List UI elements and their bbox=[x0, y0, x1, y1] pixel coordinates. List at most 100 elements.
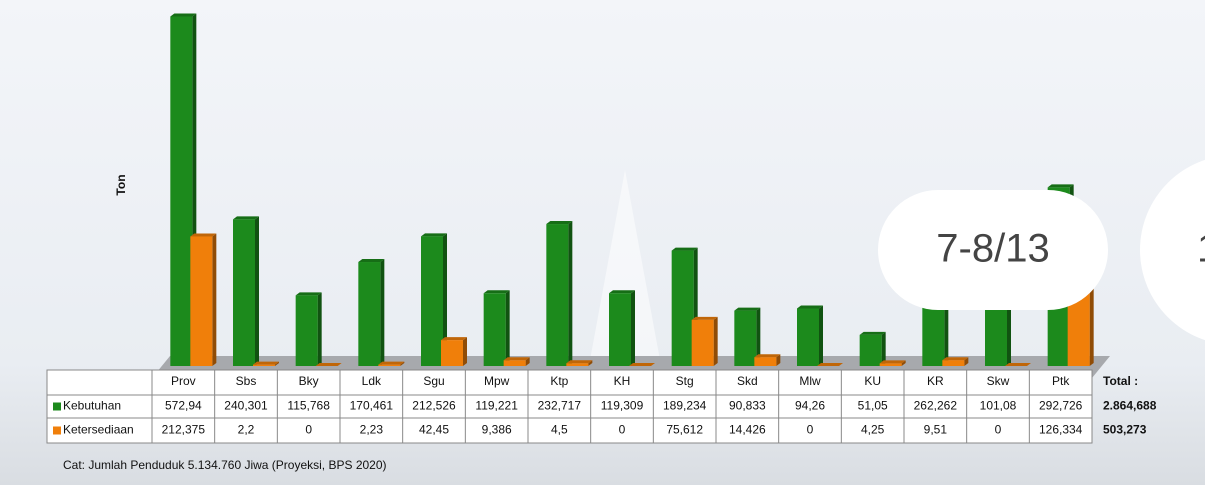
bar-side bbox=[713, 316, 718, 366]
bar-side bbox=[212, 233, 217, 366]
legend-swatch bbox=[53, 426, 61, 435]
bar-side bbox=[1007, 301, 1011, 366]
x-tick-label: Sbs bbox=[236, 374, 257, 388]
bar bbox=[609, 293, 631, 366]
page-indicator: 7-8/13 bbox=[936, 227, 1049, 271]
bar-top bbox=[629, 363, 655, 366]
bar-top bbox=[817, 363, 843, 366]
bar-top bbox=[358, 259, 385, 263]
bar bbox=[546, 224, 569, 366]
data-table bbox=[46, 369, 1093, 444]
value-label: 0 bbox=[807, 423, 814, 437]
bar-top bbox=[295, 292, 322, 296]
bar bbox=[754, 357, 777, 366]
value-label: 0 bbox=[619, 423, 626, 437]
bar-top bbox=[691, 316, 718, 320]
bar bbox=[566, 363, 589, 366]
bar-side bbox=[881, 331, 886, 366]
x-tick-label: Ktp bbox=[550, 374, 568, 388]
bar-top bbox=[1047, 184, 1074, 188]
value-label: 189,234 bbox=[663, 399, 707, 413]
bar bbox=[441, 340, 463, 366]
bar-side bbox=[756, 307, 761, 366]
total-heading: Total : bbox=[1103, 374, 1138, 388]
value-label: 75,612 bbox=[666, 423, 703, 437]
series-total: 503,273 bbox=[1103, 423, 1147, 437]
bar-top bbox=[754, 354, 781, 358]
bar-side bbox=[400, 361, 405, 366]
bar bbox=[985, 304, 1007, 366]
bar-top bbox=[859, 331, 886, 335]
value-label: 292,726 bbox=[1039, 399, 1083, 413]
bar bbox=[170, 16, 193, 367]
bar-top bbox=[671, 247, 698, 251]
bar-top bbox=[942, 357, 969, 361]
bar-side bbox=[525, 357, 530, 366]
value-label: 9,386 bbox=[482, 423, 512, 437]
legend-swatch bbox=[53, 402, 61, 411]
bar-side bbox=[568, 221, 573, 366]
bar-top bbox=[546, 221, 573, 225]
value-label: 0 bbox=[995, 423, 1002, 437]
next-indicator: 1 bbox=[1197, 227, 1205, 271]
value-label: 170,461 bbox=[350, 399, 394, 413]
bar-side bbox=[317, 292, 322, 366]
value-label: 240,301 bbox=[224, 399, 268, 413]
value-label: 232,717 bbox=[538, 399, 582, 413]
value-label: 2,23 bbox=[360, 423, 384, 437]
value-label: 572,94 bbox=[165, 399, 202, 413]
note: Cat: Jumlah Penduduk 5.134.760 Jiwa (Pro… bbox=[63, 458, 387, 472]
x-tick-label: Stg bbox=[676, 374, 694, 388]
bar-top bbox=[503, 357, 530, 361]
bar bbox=[691, 319, 714, 366]
bar bbox=[358, 262, 381, 366]
value-label: 262,262 bbox=[914, 399, 958, 413]
watermark bbox=[590, 170, 660, 360]
bar-top bbox=[253, 361, 279, 365]
value-label: 51,05 bbox=[858, 399, 888, 413]
bar-side bbox=[964, 357, 969, 366]
value-label: 212,526 bbox=[412, 399, 456, 413]
bar-side bbox=[901, 360, 906, 366]
bar-top bbox=[190, 233, 217, 237]
bar-top bbox=[734, 307, 761, 311]
next-pill[interactable] bbox=[1140, 155, 1205, 345]
bar-side bbox=[505, 290, 510, 366]
bar-top bbox=[879, 360, 906, 364]
bar-top bbox=[1005, 363, 1031, 366]
value-label: 14,426 bbox=[729, 423, 766, 437]
bar-side bbox=[275, 361, 279, 366]
series-total: 2.864,688 bbox=[1103, 399, 1157, 413]
x-tick-label: Skw bbox=[987, 374, 1010, 388]
x-tick-label: Mpw bbox=[484, 374, 510, 388]
bar-top bbox=[170, 13, 197, 17]
bar bbox=[1067, 288, 1090, 366]
page-pill[interactable] bbox=[878, 190, 1108, 310]
bar-top bbox=[421, 233, 447, 237]
value-label: 4,5 bbox=[551, 423, 568, 437]
value-label: 90,833 bbox=[729, 399, 766, 413]
value-label: 0 bbox=[305, 423, 312, 437]
x-tick-label: Ptk bbox=[1052, 374, 1070, 388]
x-tick-label: Sgu bbox=[423, 374, 444, 388]
bar-side bbox=[380, 259, 385, 366]
value-label: 115,768 bbox=[287, 399, 330, 413]
x-tick-label: Mlw bbox=[799, 374, 821, 388]
bar-top bbox=[609, 290, 635, 294]
bar-side bbox=[463, 337, 467, 366]
x-tick-label: Prov bbox=[171, 374, 196, 388]
x-tick-label: KU bbox=[864, 374, 881, 388]
value-label: 212,375 bbox=[162, 423, 206, 437]
legend-label: Kebutuhan bbox=[63, 399, 121, 413]
value-label: 9,51 bbox=[924, 423, 948, 437]
value-label: 42,45 bbox=[419, 423, 449, 437]
x-tick-label: Ldk bbox=[362, 374, 382, 388]
x-tick-label: Skd bbox=[737, 374, 758, 388]
bar-top bbox=[483, 290, 510, 294]
bar bbox=[378, 364, 401, 366]
bar-top bbox=[378, 361, 405, 365]
bar-side bbox=[776, 354, 781, 366]
value-label: 126,334 bbox=[1039, 423, 1083, 437]
